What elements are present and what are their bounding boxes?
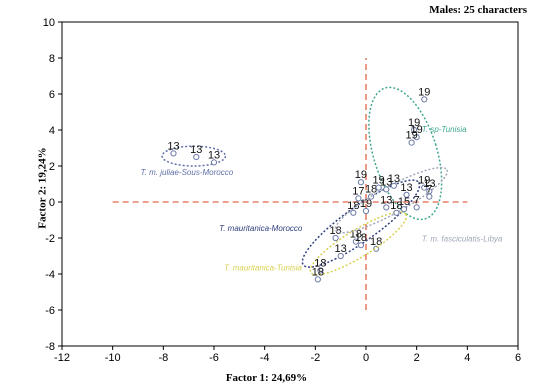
point-label: 13 [380, 194, 392, 206]
x-tick-label: 4 [464, 352, 470, 364]
x-axis-title: Factor 1: 24,69% [225, 372, 308, 384]
y-tick-label: 0 [49, 197, 55, 209]
y-axis-title: Factor 2: 19,24% [36, 147, 49, 229]
y-tick-label: -8 [45, 341, 55, 353]
data-point [413, 134, 420, 141]
point-label: 19 [418, 175, 430, 187]
data-point [357, 179, 365, 186]
data-point [393, 209, 400, 216]
plot-frame [61, 21, 519, 347]
data-point [314, 276, 321, 283]
data-point [193, 153, 200, 161]
data-point [403, 191, 410, 198]
y-tick-label: 8 [49, 53, 55, 65]
point-label: 13 [423, 178, 435, 190]
point-label: 15 [398, 196, 410, 208]
y-tick-label: -2 [45, 233, 55, 245]
group-ellipse [309, 211, 408, 276]
data-point [383, 186, 390, 193]
group-ellipse [161, 145, 227, 167]
x-tick-label: -10 [105, 352, 121, 364]
point-label: 7 [426, 184, 432, 196]
x-tick-label: 6 [515, 352, 521, 364]
data-point [352, 238, 359, 245]
chart-title: Males: 25 characters [429, 4, 527, 16]
point-label: 18 [355, 232, 367, 244]
point-label: 18 [347, 200, 359, 212]
x-tick-label: -6 [209, 352, 219, 364]
point-label: 13 [388, 173, 400, 185]
point-label: 18 [370, 236, 382, 248]
y-tick-label: 2 [49, 161, 55, 173]
x-tick-label: 0 [363, 352, 369, 364]
data-point [408, 139, 415, 146]
x-tick-label: 2 [414, 352, 420, 364]
data-point [332, 234, 339, 242]
data-point [170, 150, 177, 157]
data-point [421, 184, 428, 191]
point-label: 13 [208, 149, 220, 161]
point-label: 19 [408, 117, 420, 129]
x-tick-label: -12 [54, 352, 70, 364]
data-point [421, 96, 428, 103]
point-label: 18 [314, 257, 326, 269]
group-label: T. mauritanica-Morocco [219, 224, 303, 233]
y-tick-label: 10 [43, 17, 55, 29]
point-label: 19 [418, 86, 430, 98]
data-point [210, 159, 218, 166]
x-tick-label: -8 [158, 352, 168, 364]
group-label: T. m. fasciculatis-Libya [422, 235, 503, 244]
point-label: 18 [350, 229, 362, 241]
point-label: 13 [190, 144, 202, 156]
data-point [350, 209, 357, 216]
group-label: T. m. juliae-Sous-Morocco [141, 168, 234, 177]
point-label: 18 [390, 200, 402, 212]
data-point [426, 193, 433, 200]
data-point [357, 242, 365, 249]
y-tick-label: -6 [45, 305, 55, 317]
data-point [355, 195, 362, 202]
group-label: T. sp-Tunisia [422, 125, 467, 134]
point-label: 19 [373, 175, 385, 187]
point-label: 19 [355, 169, 367, 181]
data-point [411, 126, 418, 134]
data-point [390, 182, 397, 189]
group-ellipse [368, 86, 443, 221]
data-point [362, 207, 370, 215]
point-label: 13 [400, 182, 412, 194]
point-label: 18 [365, 184, 377, 196]
point-label: 19 [411, 124, 423, 136]
y-tick-label: 4 [49, 125, 55, 137]
group-label: T. mauritanica-Tunisia [224, 263, 302, 272]
data-point [375, 184, 382, 191]
data-point [317, 267, 324, 274]
x-tick-label: -2 [310, 352, 320, 364]
y-tick-label: 6 [49, 89, 55, 101]
point-label: 13 [167, 140, 179, 152]
point-label: 13 [380, 176, 392, 188]
point-label: 13 [335, 243, 347, 255]
point-label: 19 [360, 198, 372, 210]
data-point [383, 204, 390, 211]
x-tick-label: -4 [260, 352, 270, 364]
y-tick-label: -4 [45, 269, 55, 281]
point-label: 7 [414, 194, 420, 206]
point-label: 18 [312, 266, 324, 278]
point-label: 19 [405, 130, 417, 142]
data-point [337, 252, 344, 260]
data-point [413, 204, 420, 211]
data-point [400, 206, 408, 213]
point-label: 17 [352, 185, 364, 197]
